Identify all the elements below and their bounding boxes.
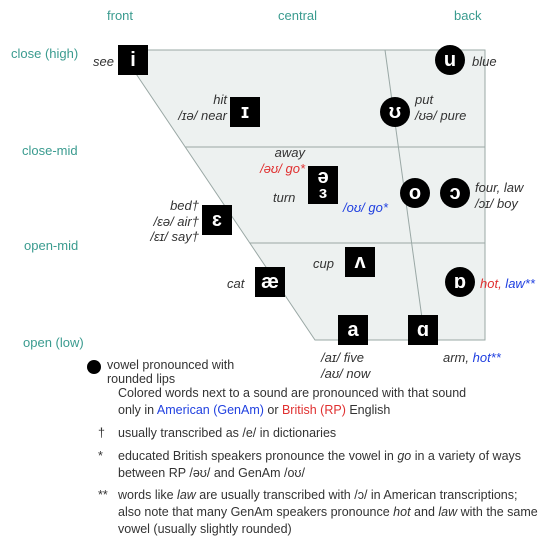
label-near-text: /ɪə/ near [178, 108, 227, 123]
label-arm: arm, hot** [443, 350, 501, 366]
note-star-go: go [397, 449, 411, 463]
label-away-text: away [275, 145, 305, 160]
label-arm-text: arm, [443, 350, 469, 365]
vowel-symbol-script-a: ɑ [408, 315, 438, 345]
vowel-symbol-u: u [435, 45, 465, 75]
vowel-symbol-o: o [400, 178, 430, 208]
legend-rounded: vowel pronounced with rounded lips [87, 358, 247, 386]
label-away: away /əʊ/ go* [245, 145, 305, 176]
vowel-symbol-turned-a: ɒ [445, 267, 475, 297]
note-star-1: educated British speakers pronounce the … [118, 449, 397, 463]
vowel-chart: i see u blue ɪ hit /ɪə/ near ʊ put /ʊə/ … [95, 30, 515, 360]
note-star: * educated British speakers pronounce th… [98, 448, 538, 482]
note-colored: Colored words next to a sound are pronou… [118, 385, 538, 419]
note-dstar-law: law [177, 488, 196, 502]
vowel-small-i: ɪ [230, 97, 260, 127]
label-law-blue: law** [502, 276, 535, 291]
axis-label-front: front [107, 8, 133, 23]
label-cat: cat [227, 276, 244, 292]
label-now-text: /aʊ/ now [321, 366, 370, 381]
label-blue: blue [472, 54, 497, 70]
note-dstar-law2: law [438, 505, 457, 519]
legend-notes: Colored words next to a sound are pronou… [98, 385, 538, 544]
label-hit: hit /ɪə/ near [167, 92, 227, 123]
label-bed: bed† /ɛə/ air† /ɛɪ/ say† [137, 198, 199, 245]
axis-label-central: central [278, 8, 317, 23]
vowel-symbol-caret: ʌ [345, 247, 375, 277]
label-put: put /ʊə/ pure [415, 92, 466, 123]
note-dstar-hot: hot [393, 505, 410, 519]
label-see: see [93, 54, 114, 70]
vowel-turned-a: ɒ [445, 267, 475, 297]
note-colored-pre: only in [118, 403, 157, 417]
label-air-text: /ɛə/ air† [154, 214, 199, 229]
vowel-e: ɛ [202, 205, 232, 235]
vowel-symbol-a: a [338, 315, 368, 345]
label-go-rp: /əʊ/ go* [260, 161, 305, 176]
legend-rounded-text: vowel pronounced with rounded lips [107, 358, 247, 386]
note-dagger: † usually transcribed as /e/ in dictiona… [98, 425, 538, 442]
label-bed-text: bed† [170, 198, 199, 213]
label-pure-text: /ʊə/ pure [415, 108, 466, 123]
label-hot-blue: hot** [469, 350, 501, 365]
label-go-genam: /oʊ/ go* [343, 200, 388, 216]
axis-label-close: close (high) [11, 46, 78, 61]
vowel-symbol-ae: æ [255, 267, 285, 297]
star-mark: * [98, 448, 118, 482]
vowel-symbol-small-u: ʊ [380, 97, 410, 127]
vowel-o: o [400, 178, 430, 208]
note-dagger-text: usually transcribed as /e/ in dictionari… [118, 425, 538, 442]
axis-label-back: back [454, 8, 481, 23]
rounded-dot-icon [87, 360, 101, 374]
vowel-script-a: ɑ [408, 315, 438, 345]
axis-label-openmid: open-mid [24, 238, 78, 253]
note-colored-br: British (RP) [282, 403, 346, 417]
dagger-mark: † [98, 425, 118, 442]
vowel-caret: ʌ [345, 247, 375, 277]
label-four: four, law /ɔɪ/ boy [475, 180, 523, 211]
vowel-i: i [118, 45, 148, 75]
label-boy-text: /ɔɪ/ boy [475, 196, 518, 211]
note-colored-or: or [264, 403, 282, 417]
note-dstar: ** words like law are usually transcribe… [98, 487, 538, 538]
label-cup: cup [313, 256, 334, 272]
axis-label-closemid: close-mid [22, 143, 78, 158]
vowel-symbol-i: i [118, 45, 148, 75]
vowel-symbol-e: ɛ [202, 205, 232, 235]
vowel-symbol-small-i: ɪ [230, 97, 260, 127]
note-dstar-1: words like [118, 488, 177, 502]
label-five-text: /aɪ/ five [321, 350, 364, 365]
label-four-text: four, law [475, 180, 523, 195]
schwa-bot: ɜ [319, 186, 327, 200]
vowel-ae: æ [255, 267, 285, 297]
vowel-schwa: ə ɜ [308, 166, 338, 204]
note-colored-1: Colored words next to a sound are pronou… [118, 386, 466, 400]
label-hot-red: hot, [480, 276, 502, 291]
vowel-symbol-open-o: ɔ [440, 178, 470, 208]
note-star-text: educated British speakers pronounce the … [118, 448, 538, 482]
note-colored-am: American (GenAm) [157, 403, 264, 417]
label-put-text: put [415, 92, 433, 107]
dstar-mark: ** [98, 487, 118, 538]
label-say-text: /ɛɪ/ say† [150, 229, 199, 244]
vowel-open-o: ɔ [440, 178, 470, 208]
label-hit-text: hit [213, 92, 227, 107]
vowel-small-u: ʊ [380, 97, 410, 127]
vowel-u: u [435, 45, 465, 75]
label-go-genam-text: /oʊ/ go* [343, 200, 388, 215]
note-dstar-3: and [411, 505, 439, 519]
vowel-symbol-schwa: ə ɜ [308, 166, 338, 204]
label-five: /aɪ/ five /aʊ/ now [321, 350, 370, 381]
note-dstar-text: words like law are usually transcribed w… [118, 487, 538, 538]
label-turn: turn [273, 190, 295, 206]
axis-label-open: open (low) [23, 335, 84, 350]
note-colored-post: English [346, 403, 390, 417]
vowel-a: a [338, 315, 368, 345]
label-hot-law: hot, law** [480, 276, 535, 292]
